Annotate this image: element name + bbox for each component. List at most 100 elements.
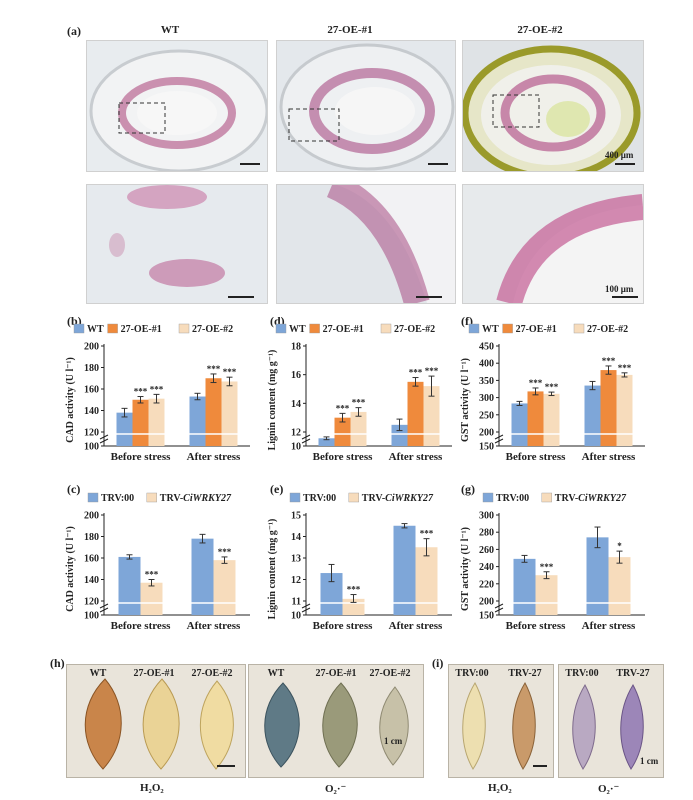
legend: WT 27-OE-#1 27-OE-#2 xyxy=(73,323,233,335)
y-tick-label: 260 xyxy=(479,545,494,556)
leaf-panel-i-o2 xyxy=(558,664,664,778)
significance-label: *** xyxy=(207,364,221,374)
significance-label: *** xyxy=(145,570,159,580)
legend-label: 27-OE-#2 xyxy=(587,324,628,335)
bar xyxy=(535,575,558,615)
micro-title-oe1: 27-OE-#1 xyxy=(327,24,373,36)
bar xyxy=(189,396,206,446)
legend-swatch xyxy=(482,492,494,503)
micrograph-oe2-overview xyxy=(462,40,644,172)
bar xyxy=(213,560,236,615)
y-tick-label: 250 xyxy=(479,410,494,421)
significance-label: *** xyxy=(618,363,632,373)
legend-swatch xyxy=(107,323,118,334)
leaf-label-h-right-0: WT xyxy=(267,668,285,679)
legend-label: TRV-CiWRKY27 xyxy=(160,493,232,504)
legend-swatch xyxy=(73,323,85,334)
y-tick-label: 400 xyxy=(479,359,494,370)
x-tick-label: Before stress xyxy=(506,451,566,463)
y-tick-label: 200 xyxy=(84,342,99,353)
legend-label: WT xyxy=(87,324,104,335)
significance-label: *** xyxy=(150,384,164,394)
leaf-panel-h-o2 xyxy=(248,664,424,778)
y-tick-label: 450 xyxy=(479,342,494,353)
bar xyxy=(221,381,238,446)
leaf-label-h-left-0: WT xyxy=(89,668,107,679)
scale-bar-oe1-top xyxy=(428,163,448,165)
y-tick-label: 180 xyxy=(84,532,99,543)
legend-swatch xyxy=(573,323,585,334)
micrograph-oe2-zoom xyxy=(462,184,644,304)
x-tick-label: After stress xyxy=(389,451,443,463)
y-tick-label: 350 xyxy=(479,376,494,387)
legend: WT 27-OE-#1 27-OE-#2 xyxy=(275,323,435,335)
bar xyxy=(600,370,617,446)
chart-cad-trv: TRV:00 TRV-CiWRKY27 100 120 140 160 180 200 CAD … xyxy=(65,492,250,632)
legend-swatch xyxy=(380,323,392,334)
y-axis-label: Lignin content (mg g⁻¹) xyxy=(267,519,278,620)
legend-swatch xyxy=(289,492,301,503)
legend-swatch xyxy=(502,323,513,334)
y-tick-label: 300 xyxy=(479,393,494,404)
axis-break xyxy=(301,603,311,613)
axis-break xyxy=(99,434,109,444)
y-tick-label: 150 xyxy=(479,611,494,622)
bar xyxy=(608,557,631,615)
legend-label: 27-OE-#2 xyxy=(394,324,435,335)
legend-label: WT xyxy=(289,324,306,335)
leaf-label-i-right-0: TRV:00 xyxy=(565,668,599,679)
significance-label: *** xyxy=(347,585,361,595)
x-tick-label: Before stress xyxy=(111,620,171,632)
x-tick-label: After stress xyxy=(582,451,636,463)
bar xyxy=(320,573,343,615)
label-i-h2o2: H₂O₂ xyxy=(488,782,512,794)
y-tick-label: 300 xyxy=(479,511,494,522)
y-tick-label: 240 xyxy=(479,562,494,573)
legend-swatch xyxy=(541,492,553,503)
significance-label: *** xyxy=(218,547,232,557)
bar xyxy=(616,374,633,446)
panel-label-g: (g) xyxy=(461,482,475,496)
significance-label: *** xyxy=(529,378,543,388)
bar xyxy=(148,398,165,446)
legend-swatch xyxy=(275,323,287,334)
axis-break xyxy=(494,434,504,444)
y-tick-label: 14 xyxy=(291,399,301,410)
y-tick-label: 160 xyxy=(84,554,99,565)
y-axis-label: CAD activity (U l⁻¹) xyxy=(65,526,76,612)
leaf-label-h-right-2: 27-OE-#2 xyxy=(369,668,411,679)
legend-label: TRV:00 xyxy=(303,493,336,504)
panel-label-c: (c) xyxy=(67,482,81,496)
chart-gst-trv: TRV:00 TRV-CiWRKY27 150 200 220 240 260 280 300 G… xyxy=(460,492,645,632)
micro-title-wt: WT xyxy=(160,24,180,36)
label-h-o2: O₂·⁻ xyxy=(325,783,347,795)
scale-bar-wt-bottom xyxy=(228,296,254,298)
leaf-label-h-left-1: 27-OE-#1 xyxy=(133,668,175,679)
bar xyxy=(334,417,351,446)
y-tick-label: 12 xyxy=(291,575,301,586)
axis-break xyxy=(301,434,311,444)
legend-swatch xyxy=(178,323,190,334)
bar xyxy=(116,412,133,446)
micro-title-oe2: 27-OE-#2 xyxy=(517,24,563,36)
bar xyxy=(415,547,438,615)
legend-label: 27-OE-#1 xyxy=(121,324,162,335)
leaf-label-i-right-1: TRV-27 xyxy=(616,668,650,679)
legend: WT 27-OE-#1 27-OE-#2 xyxy=(468,323,628,335)
y-tick-label: 10 xyxy=(291,611,301,622)
panel-label-h: (h) xyxy=(50,656,65,670)
bar xyxy=(205,378,222,446)
y-tick-label: 11 xyxy=(292,597,301,608)
significance-label: *** xyxy=(425,366,439,376)
bar xyxy=(140,582,163,615)
y-tick-label: 16 xyxy=(291,370,301,381)
y-tick-label: 14 xyxy=(291,532,301,543)
y-tick-label: 120 xyxy=(84,428,99,439)
legend-label: WT xyxy=(482,324,499,335)
legend: TRV:00 TRV-CiWRKY27 xyxy=(289,492,434,504)
y-axis-label: CAD activity (U l⁻¹) xyxy=(65,357,76,443)
y-tick-label: 18 xyxy=(291,342,301,353)
significance-label: *** xyxy=(336,403,350,413)
bar xyxy=(118,556,141,615)
legend-label: 27-OE-#1 xyxy=(516,324,557,335)
